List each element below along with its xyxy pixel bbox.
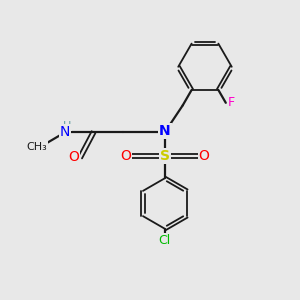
Text: CH₃: CH₃: [27, 142, 47, 152]
Text: Cl: Cl: [159, 234, 171, 247]
Text: O: O: [199, 149, 209, 163]
Text: F: F: [228, 96, 235, 109]
Text: H: H: [63, 121, 71, 130]
Text: O: O: [68, 150, 79, 164]
Text: N: N: [159, 124, 171, 138]
Text: N: N: [60, 125, 70, 139]
Text: S: S: [160, 149, 170, 163]
Text: O: O: [120, 149, 131, 163]
